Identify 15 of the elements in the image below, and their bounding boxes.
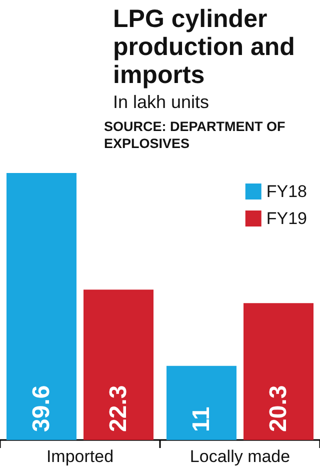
x-tick-label: Locally made xyxy=(190,447,290,466)
data-label: 20.3 xyxy=(265,385,292,432)
data-label: 11 xyxy=(188,406,215,432)
bar xyxy=(84,290,154,440)
bar xyxy=(6,173,76,440)
bar xyxy=(244,303,314,440)
x-tick-label: Imported xyxy=(46,447,114,466)
chart-title: LPG cylinder production and imports xyxy=(113,5,302,89)
source-note: SOURCE: DEPARTMENT OF EXPLOSIVES xyxy=(104,119,289,151)
legend-label: FY18 xyxy=(266,182,308,201)
data-label: 22.3 xyxy=(105,385,132,432)
data-label: 39.6 xyxy=(28,385,55,432)
legend-label: FY19 xyxy=(266,209,308,228)
bar xyxy=(166,366,236,440)
chart-subtitle: In lakh units xyxy=(113,92,210,112)
